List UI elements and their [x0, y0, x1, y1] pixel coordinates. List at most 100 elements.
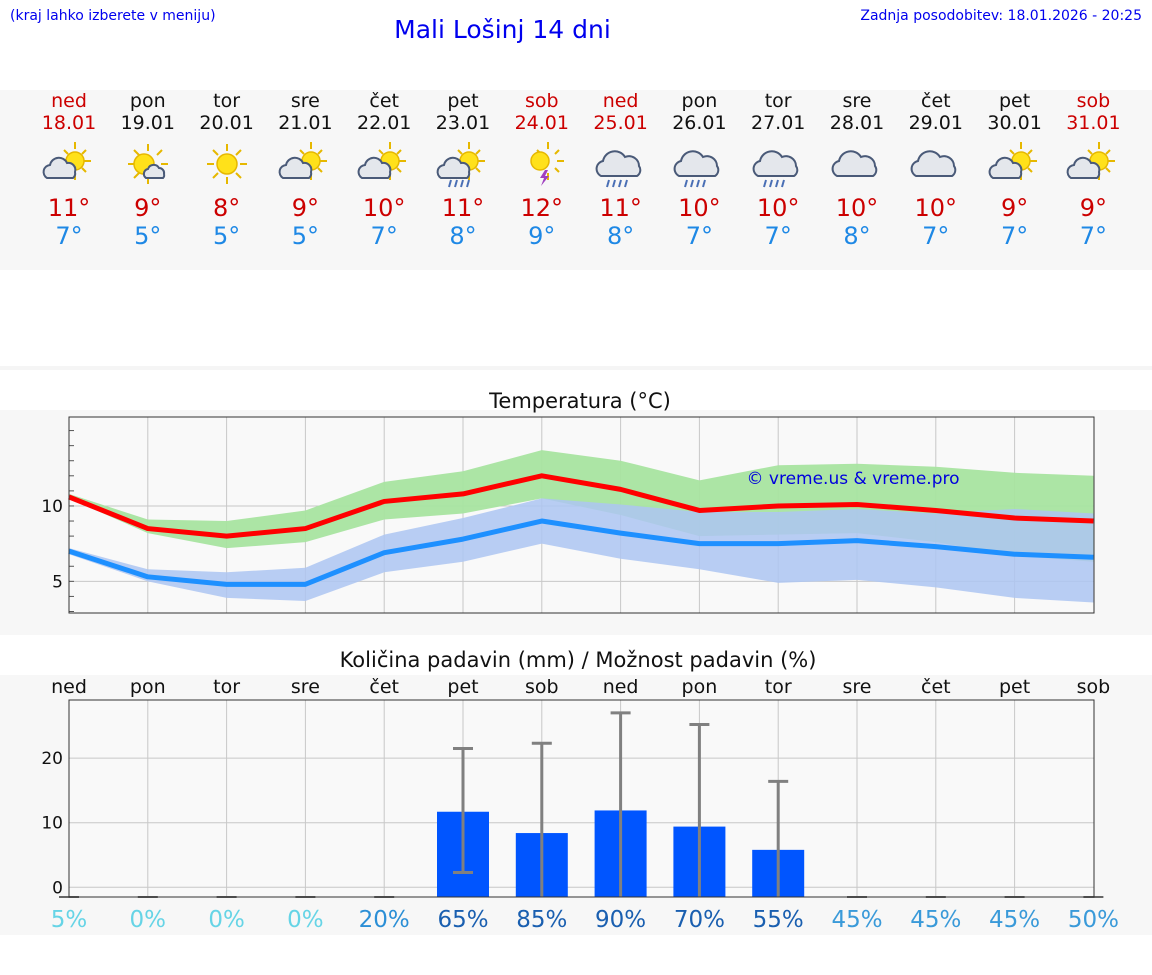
day-column: ned 18.01 11° 7°: [30, 90, 109, 250]
day-name: sob: [525, 90, 559, 112]
precipitation-probability: 45%: [910, 907, 961, 933]
min-temperature: 5°: [134, 222, 162, 250]
max-temperature: 10°: [835, 194, 879, 222]
watermark: © vreme.us & vreme.pro: [746, 469, 959, 489]
max-temperature: 11°: [47, 194, 91, 222]
max-temperature: 10°: [678, 194, 721, 222]
day-date: 20.01: [199, 112, 254, 134]
day-column: sob 31.01 9° 7°: [1054, 90, 1133, 250]
cloud-rain-icon: [673, 150, 720, 188]
day-name: tor: [764, 90, 792, 112]
y-tick-label: 20: [41, 749, 63, 769]
max-temperature: 12°: [520, 194, 564, 222]
min-temperature: 7°: [1000, 222, 1029, 250]
cloudy-icon: [831, 150, 878, 177]
day-column: čet 29.01 10° 7°: [896, 90, 975, 250]
day-column: sre 28.01 10° 8°: [818, 90, 897, 250]
sun-icon: [206, 144, 247, 184]
x-tick-label: pon: [682, 676, 718, 698]
min-temperature: 9°: [528, 222, 556, 250]
plot-frame: [68, 416, 1095, 614]
day-date: 18.01: [41, 112, 97, 134]
x-tick-label: pon: [130, 676, 166, 698]
min-temperature: 7°: [764, 222, 792, 250]
day-column: tor 27.01 10° 7°: [739, 90, 818, 250]
precipitation-probability: 0%: [287, 907, 324, 933]
x-tick-label: tor: [213, 676, 240, 698]
max-temperature: 10°: [914, 194, 958, 222]
plot-area: [69, 700, 1094, 897]
precipitation-probability: 90%: [595, 907, 646, 933]
cloudy-icon: [910, 150, 957, 177]
day-name: tor: [213, 90, 241, 112]
precipitation-probability: 0%: [130, 907, 167, 933]
day-date: 21.01: [278, 112, 333, 134]
max-temperature: 10°: [362, 194, 406, 222]
max-temperature: 9°: [134, 194, 162, 222]
x-tick-label: tor: [765, 676, 792, 698]
max-temperature: 10°: [756, 194, 800, 222]
min-temperature-line: [68, 518, 1094, 587]
min-temperature: 7°: [370, 222, 398, 250]
temperature-chart: 5 10 © vreme.us & vreme.pro Temperatura (°C…: [41, 389, 1095, 614]
x-tick-label: ned: [603, 676, 639, 698]
day-column: pet 23.01 11° 8°: [424, 90, 503, 250]
precipitation-probability: 85%: [516, 907, 567, 933]
precipitation-probability: 20%: [359, 907, 410, 933]
daily-forecast-strip: ned 18.01 11° 7° pon 19.01 9° 5° tor 20.01 8° 5° sre…: [0, 90, 1152, 270]
cloud-rain-icon: [752, 150, 799, 188]
precipitation-probability: 45%: [831, 907, 882, 933]
precipitation-probability: 5%: [51, 907, 88, 933]
day-column: sob 24.01 12° 9°: [502, 90, 581, 250]
x-tick-label: sob: [1077, 676, 1111, 698]
plot-frame: [68, 699, 1095, 898]
sun-thunderstorm-icon: [530, 142, 564, 186]
partly-cloudy-sun-icon: [1066, 142, 1116, 180]
day-date: 19.01: [120, 112, 175, 134]
precipitation-probability: 0%: [208, 907, 245, 933]
city-menu-hint: (kraj lahko izberete v meniju): [10, 8, 216, 24]
day-name: pet: [447, 90, 479, 112]
day-column: pet 30.01 9° 7°: [975, 90, 1054, 250]
partly-cloudy-sun-icon: [357, 142, 407, 180]
max-temperature: 11°: [441, 194, 485, 222]
y-tick-label: 10: [41, 497, 63, 517]
chart-title: Temperatura (°C): [488, 389, 671, 413]
day-date: 22.01: [356, 112, 412, 134]
sun-cloud-rain-icon: [436, 142, 485, 188]
precipitation-probability: 50%: [1068, 907, 1119, 933]
min-temperature: 7°: [922, 222, 950, 250]
min-temperature: 7°: [685, 222, 714, 250]
x-tick-label: ned: [51, 676, 87, 698]
chart-title: Količina padavin (mm) / Možnost padavin …: [340, 648, 817, 672]
divider: [0, 366, 1152, 370]
day-name: pon: [129, 90, 166, 112]
day-name: čet: [369, 90, 399, 112]
x-tick-label: sre: [843, 676, 872, 698]
precipitation-probability: 45%: [989, 907, 1040, 933]
min-temperature: 8°: [606, 222, 635, 250]
y-tick-label: 5: [52, 572, 63, 592]
precipitation-probability: 55%: [753, 907, 804, 933]
day-name: ned: [51, 90, 87, 112]
min-temperature: 7°: [55, 222, 83, 250]
y-tick-label: 10: [41, 814, 63, 834]
partly-cloudy-sun-icon: [988, 142, 1037, 180]
max-temperature-line: [68, 473, 1094, 539]
day-date: 31.01: [1066, 112, 1121, 134]
cloud-rain-icon: [595, 150, 641, 188]
max-temperature: 8°: [212, 194, 241, 222]
max-temperature: 9°: [291, 194, 320, 222]
day-name: pet: [998, 90, 1031, 112]
day-column: pon 26.01 10° 7°: [660, 90, 739, 250]
last-update: Zadnja posodobitev: 18.01.2026 - 20:25: [860, 8, 1142, 24]
precipitation-chart: ned pon tor sre čet pet sob ned pon tor sre čet pet s…: [41, 648, 1119, 933]
min-temperature: 8°: [449, 222, 477, 250]
x-tick-label: pet: [447, 676, 478, 698]
page-title: Mali Lošinj 14 dni: [394, 15, 611, 44]
day-name: sre: [290, 90, 320, 112]
day-column: ned 25.01 11° 8°: [581, 90, 660, 250]
day-column: pon 19.01 9° 5°: [108, 90, 187, 250]
max-temperature: 9°: [1000, 194, 1029, 222]
precipitation-probability: 70%: [674, 907, 725, 933]
